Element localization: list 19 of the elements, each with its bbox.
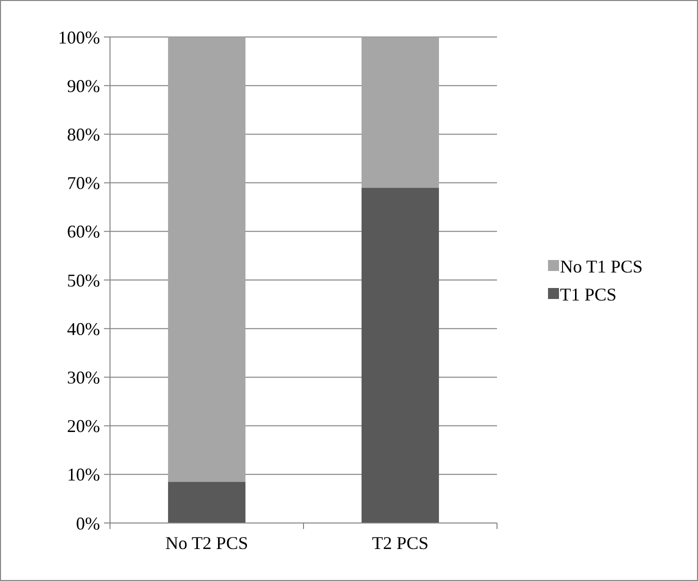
x-tick-label: No T2 PCS — [165, 533, 248, 553]
y-tick-label: 70% — [67, 173, 100, 194]
y-tick-label: 40% — [67, 318, 100, 339]
legend-label: T1 PCS — [560, 284, 617, 304]
y-tick-label: 10% — [67, 464, 100, 485]
y-tick-label: 80% — [67, 124, 100, 144]
bar — [362, 37, 439, 188]
y-tick-label: 60% — [67, 222, 100, 242]
x-tick-label: T2 PCS — [372, 533, 429, 553]
y-tick-label: 50% — [67, 270, 100, 290]
y-tick-label: 0% — [76, 513, 100, 534]
bar — [362, 188, 439, 523]
bar — [168, 37, 246, 482]
y-tick-label: 30% — [67, 368, 100, 388]
y-tick-label: 100% — [58, 27, 100, 48]
legend-label: No T1 PCS — [560, 256, 643, 276]
y-tick-label: 90% — [67, 76, 100, 96]
y-tick-label: 20% — [67, 416, 100, 436]
bar — [168, 482, 246, 523]
